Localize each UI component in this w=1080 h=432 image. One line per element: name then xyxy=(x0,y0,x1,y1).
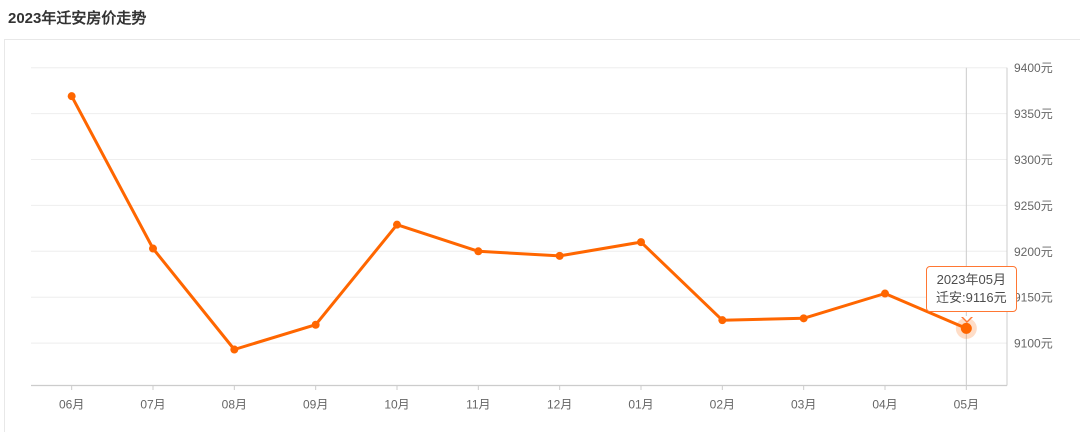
tooltip-value: 迁安:9116元 xyxy=(936,290,1007,305)
x-axis-label: 06月 xyxy=(59,398,84,412)
data-point[interactable] xyxy=(881,289,889,298)
x-axis-label: 05月 xyxy=(954,398,979,412)
x-axis-label: 10月 xyxy=(384,398,409,412)
highlighted-data-point[interactable] xyxy=(960,322,972,334)
x-axis-label: 07月 xyxy=(140,398,165,412)
data-point[interactable] xyxy=(474,247,483,256)
data-point[interactable] xyxy=(311,320,320,329)
x-axis-label: 11月 xyxy=(466,398,490,412)
tooltip-arrow-icon-inner xyxy=(962,315,972,321)
x-axis-label: 01月 xyxy=(628,398,653,412)
data-point[interactable] xyxy=(718,316,727,325)
y-axis-label: 9300元 xyxy=(1014,153,1053,167)
series-line xyxy=(70,94,968,351)
x-axis-label: 04月 xyxy=(872,398,897,412)
x-axis-label: 09月 xyxy=(303,398,328,412)
data-point[interactable] xyxy=(149,244,157,253)
data-point[interactable] xyxy=(799,314,808,323)
y-axis-label: 9200元 xyxy=(1014,245,1053,259)
data-point[interactable] xyxy=(637,238,645,247)
x-axis-label: 03月 xyxy=(791,398,816,412)
tooltip: 2023年05月 迁安:9116元 xyxy=(926,266,1017,323)
data-point[interactable] xyxy=(67,92,76,101)
x-axis-label: 08月 xyxy=(222,398,247,412)
y-axis-label: 9250元 xyxy=(1014,199,1053,213)
y-axis-label: 9100元 xyxy=(1014,337,1053,351)
tooltip-date: 2023年05月 xyxy=(936,272,1006,287)
chart-card xyxy=(4,39,1080,432)
x-axis-label: 12月 xyxy=(547,398,572,412)
data-point[interactable] xyxy=(393,220,401,229)
x-axis-label: 02月 xyxy=(710,398,735,412)
y-axis-label: 9350元 xyxy=(1014,107,1053,121)
y-axis-label: 9150元 xyxy=(1014,291,1053,305)
chart-title: 2023年迁安房价走势 xyxy=(8,10,147,27)
y-axis-label: 9400元 xyxy=(1014,61,1053,75)
data-point[interactable] xyxy=(555,251,564,260)
data-point[interactable] xyxy=(230,345,239,354)
